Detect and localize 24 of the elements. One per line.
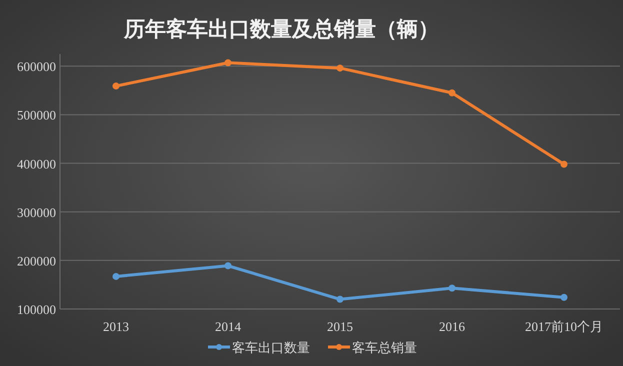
y-tick-label: 500000 <box>17 108 56 123</box>
legend-label: 客车总销量 <box>352 340 417 356</box>
x-tick-label: 2013 <box>103 319 129 334</box>
point <box>224 59 232 66</box>
y-tick-label: 300000 <box>17 204 56 220</box>
legend-label: 客车出口数量 <box>232 340 310 356</box>
point <box>448 89 456 96</box>
y-tick-label: 600000 <box>17 59 56 74</box>
x-tick-label: 2017前10个月 <box>525 319 603 334</box>
x-tick-label: 2014 <box>215 319 242 334</box>
y-tick-label: 200000 <box>17 253 56 268</box>
y-tick-label: 100000 <box>17 302 56 317</box>
point <box>336 64 344 72</box>
point <box>560 294 568 301</box>
point <box>336 296 344 303</box>
x-tick-label: 2015 <box>327 319 353 334</box>
chart-title: 历年客车出口数量及总销量（辆） <box>123 17 439 41</box>
y-tick-label: 400000 <box>17 156 56 172</box>
point <box>112 82 120 90</box>
point <box>560 160 568 168</box>
point <box>448 284 456 292</box>
x-tick-label: 2016 <box>439 319 466 334</box>
point <box>112 272 120 280</box>
point <box>224 262 232 270</box>
